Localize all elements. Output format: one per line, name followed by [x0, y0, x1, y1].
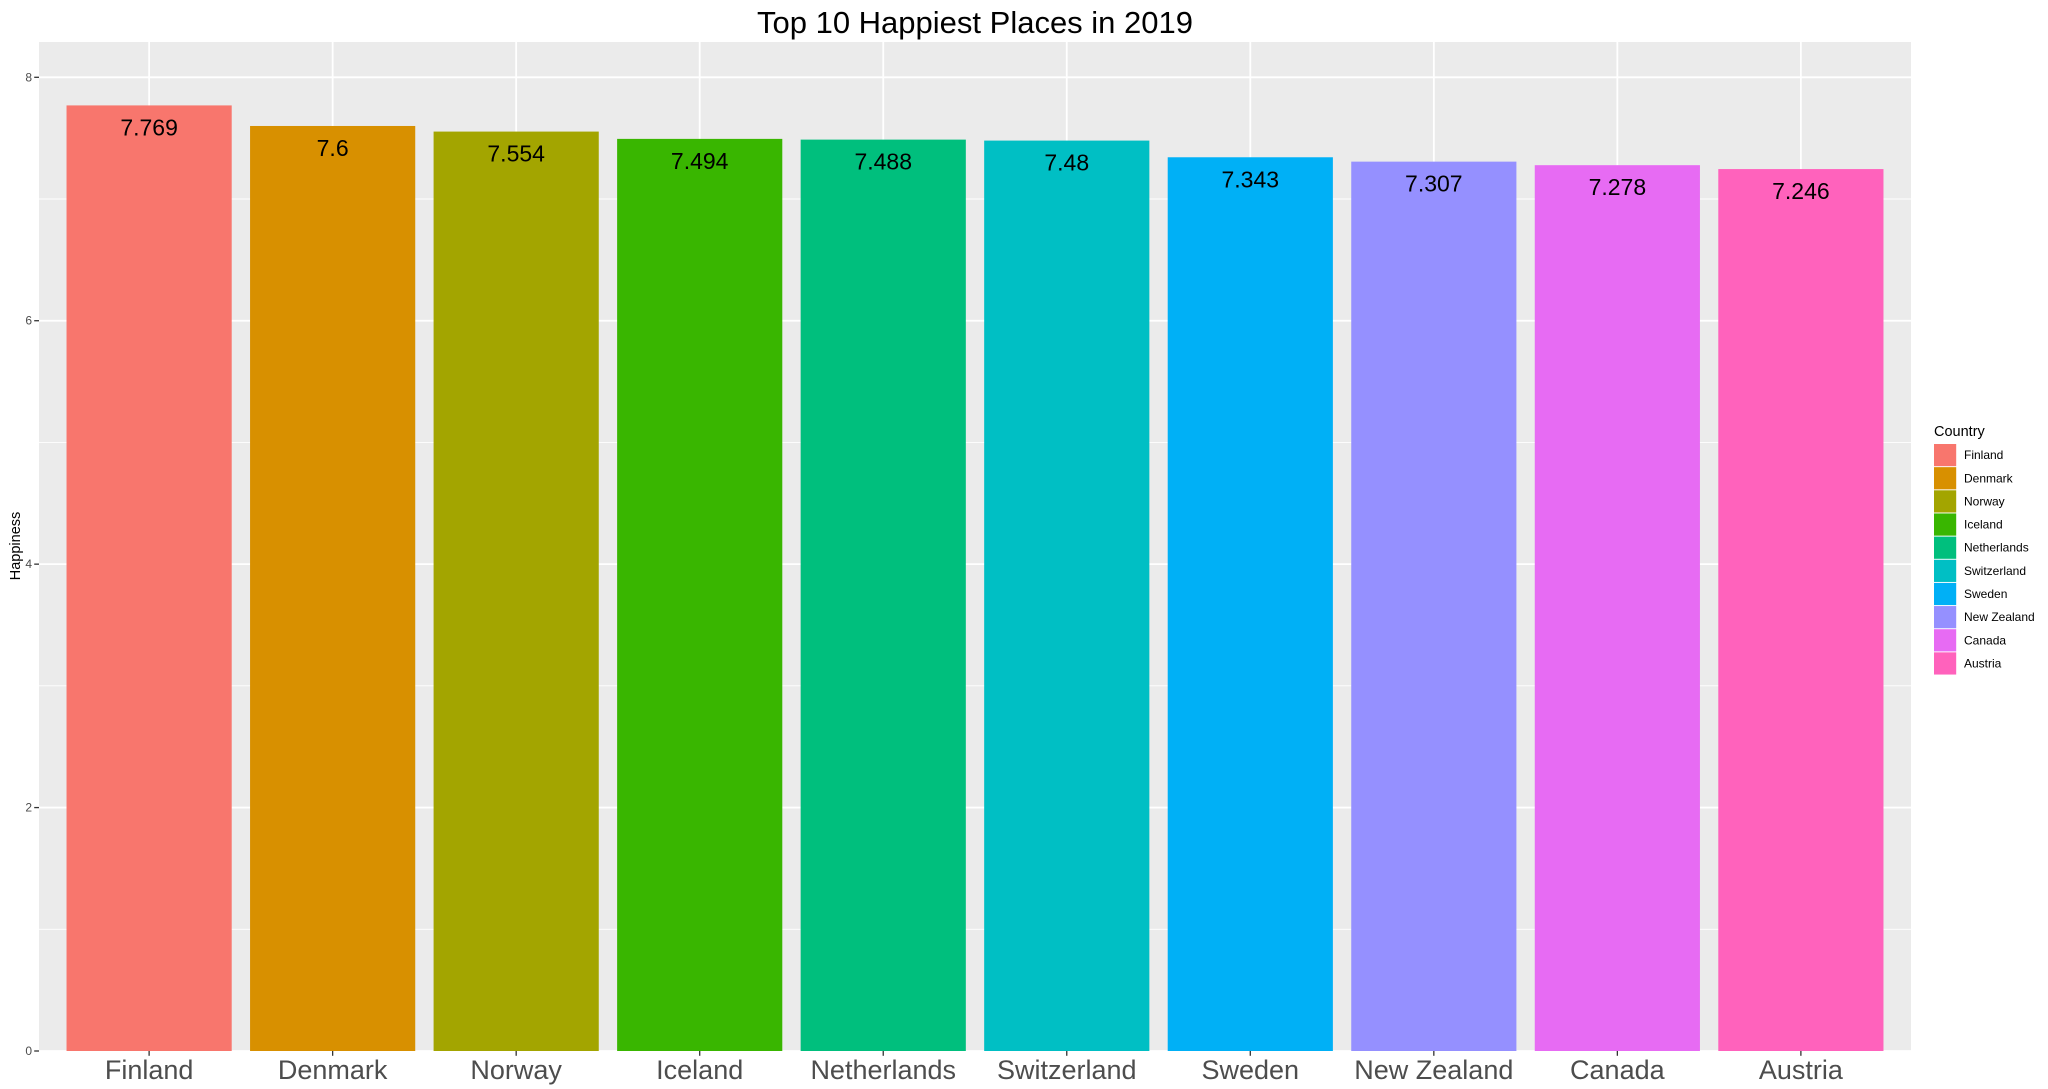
chart-title: Top 10 Happiest Places in 2019: [757, 5, 1193, 40]
legend-label-iceland: Iceland: [1964, 518, 2003, 532]
legend-item-austria: Austria: [1934, 652, 2002, 675]
legend-label-netherlands: Netherlands: [1964, 541, 2029, 555]
legend-label-finland: Finland: [1964, 448, 2003, 462]
bar-sweden: [1167, 157, 1333, 1052]
legend-label-denmark: Denmark: [1964, 471, 2014, 485]
bar-switzerland: [984, 140, 1150, 1051]
legend-label-switzerland: Switzerland: [1964, 564, 2026, 578]
legend-label-new-zealand: New Zealand: [1964, 610, 2035, 624]
legend-item-new-zealand: New Zealand: [1934, 606, 2035, 629]
bar-new-zealand: [1351, 161, 1517, 1051]
legend-item-iceland: Iceland: [1934, 513, 2003, 536]
bar-norway: [433, 131, 599, 1052]
bar-austria: [1718, 169, 1884, 1052]
legend-key-denmark: [1934, 467, 1957, 490]
y-tick-label: 4: [25, 557, 32, 571]
value-label-denmark: 7.6: [317, 135, 349, 161]
legend-key-sweden: [1934, 582, 1957, 606]
x-tick-label-canada: Canada: [1570, 1055, 1666, 1085]
value-label-switzerland: 7.48: [1044, 150, 1089, 176]
legend-title: Country: [1934, 424, 1986, 440]
value-label-new-zealand: 7.307: [1405, 171, 1463, 197]
legend-item-finland: Finland: [1934, 444, 2003, 467]
legend-key-finland: [1934, 444, 1957, 467]
legend-key-new-zealand: [1934, 606, 1957, 629]
x-tick-label-austria: Austria: [1759, 1055, 1844, 1085]
legend-item-norway: Norway: [1934, 490, 2005, 513]
legend-key-iceland: [1934, 513, 1957, 536]
legend-item-denmark: Denmark: [1934, 467, 2014, 490]
value-label-iceland: 7.494: [671, 148, 729, 174]
legend-item-switzerland: Switzerland: [1934, 559, 2026, 582]
value-label-finland: 7.769: [120, 114, 178, 140]
legend-item-canada: Canada: [1934, 629, 2006, 652]
legend-key-norway: [1934, 490, 1957, 513]
legend-key-austria: [1934, 652, 1957, 675]
y-tick-label: 2: [25, 801, 32, 815]
x-tick-label-norway: Norway: [470, 1055, 562, 1085]
bar-canada: [1534, 165, 1700, 1051]
legend-label-norway: Norway: [1964, 494, 2005, 508]
x-tick-label-finland: Finland: [105, 1055, 194, 1085]
x-tick-label-netherlands: Netherlands: [810, 1055, 956, 1085]
plot-area: 7.769 7.6 7.554 7.494 7.488 7.48 7.343 7.307 7.2…: [25, 42, 1911, 1085]
x-tick-label-iceland: Iceland: [656, 1055, 743, 1085]
legend-label-canada: Canada: [1964, 633, 2006, 647]
y-tick-label: 8: [25, 70, 32, 84]
value-label-norway: 7.554: [487, 141, 545, 167]
x-tick-label-sweden: Sweden: [1202, 1055, 1300, 1085]
legend-item-sweden: Sweden: [1934, 582, 2007, 606]
legend-key-netherlands: [1934, 536, 1957, 559]
value-label-austria: 7.246: [1772, 178, 1830, 204]
legend: Country Finland Denmark Norway Iceland Nethe…: [1934, 424, 2035, 675]
legend-label-sweden: Sweden: [1964, 587, 2007, 601]
value-label-canada: 7.278: [1589, 174, 1647, 200]
x-tick-label-denmark: Denmark: [278, 1055, 388, 1085]
bar-netherlands: [800, 139, 966, 1051]
legend-key-switzerland: [1934, 559, 1957, 582]
bar-iceland: [617, 138, 783, 1051]
y-tick-label: 0: [25, 1044, 32, 1058]
x-tick-label-switzerland: Switzerland: [997, 1055, 1137, 1085]
legend-label-austria: Austria: [1964, 656, 2002, 670]
y-axis-title: Happiness: [8, 512, 24, 581]
value-label-sweden: 7.343: [1222, 166, 1280, 192]
x-tick-label-new-zealand: New Zealand: [1354, 1055, 1513, 1085]
value-label-netherlands: 7.488: [854, 149, 912, 175]
y-tick-label: 6: [25, 314, 32, 328]
bar-denmark: [250, 125, 416, 1051]
legend-key-canada: [1934, 629, 1957, 652]
bar-finland: [66, 105, 232, 1052]
legend-item-netherlands: Netherlands: [1934, 536, 2029, 559]
